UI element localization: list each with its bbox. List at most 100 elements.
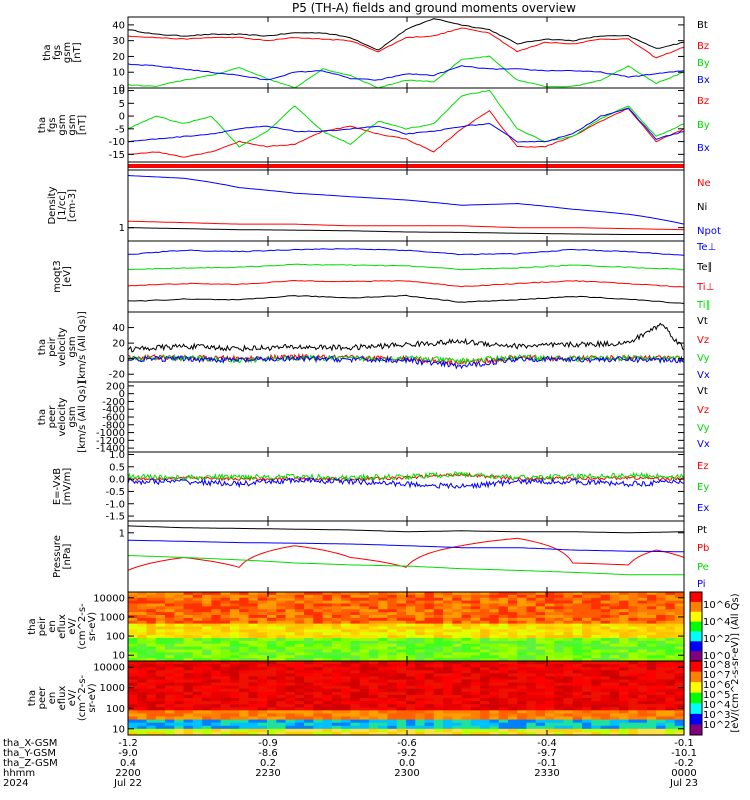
legend-label-By: By <box>697 58 710 69</box>
spectrogram-cell <box>656 594 667 599</box>
spectrogram-cell <box>609 597 620 602</box>
legend-label-Bz: Bz <box>697 41 709 52</box>
spectrogram-cell <box>498 646 509 651</box>
spectrogram-cell <box>646 698 657 702</box>
spectrogram-cell <box>294 673 305 678</box>
spectrogram-cell <box>582 594 592 599</box>
spectrogram-cell <box>368 698 379 702</box>
spectrogram-cell <box>498 623 509 628</box>
spectrogram-cell <box>322 658 333 662</box>
spectrogram-cell <box>452 731 463 736</box>
spectrogram-cell <box>507 725 518 730</box>
spectrogram-cell <box>378 701 389 705</box>
spectrogram-cell <box>331 612 342 616</box>
spectrogram-cell <box>526 658 537 662</box>
spectrogram-cell <box>674 731 685 736</box>
spectrogram-cell <box>470 640 481 645</box>
spectrogram-cell <box>609 728 620 733</box>
spectrogram-cell <box>341 664 351 668</box>
spectrogram-cell <box>257 701 268 705</box>
spectrogram-cell <box>341 594 351 599</box>
y-tick-label: 10 <box>112 724 125 735</box>
spectrogram-cell <box>628 635 639 639</box>
spectrogram-cell <box>545 638 555 642</box>
spectrogram-cell <box>517 606 528 610</box>
series-line-pressure-Pi <box>127 539 685 553</box>
spectrogram-cell <box>229 707 240 711</box>
spectrogram-cell <box>572 713 583 718</box>
spectrogram-cell <box>535 704 546 708</box>
spectrogram-cell <box>591 728 602 733</box>
spectrogram-cell <box>229 643 240 648</box>
spectrogram-cell <box>461 710 472 715</box>
spectrogram-cell <box>554 722 565 727</box>
spectrogram-cell <box>155 594 166 599</box>
spectrogram-cell <box>452 623 463 628</box>
spectrogram-cell <box>480 597 490 602</box>
spectrogram-cell <box>517 710 528 715</box>
spectrogram-cell <box>146 646 157 651</box>
spectrogram-cell <box>424 682 435 687</box>
spectrogram-cell <box>387 626 398 630</box>
spectrogram-cell <box>396 640 407 645</box>
x-tick-label: -8.6 <box>258 748 278 759</box>
spectrogram-cell <box>489 609 500 613</box>
spectrogram-cell <box>480 655 490 659</box>
spectrogram-cell <box>535 664 546 668</box>
spectrogram-cell <box>165 606 175 610</box>
spectrogram-cell <box>211 658 222 662</box>
spectrogram-cell <box>248 716 259 721</box>
spectrogram-cell <box>220 676 231 681</box>
spectrogram-cell <box>563 679 574 684</box>
spectrogram-cell <box>183 606 194 610</box>
spectrogram-cell <box>248 685 259 690</box>
spectrogram-cell <box>165 609 175 613</box>
spectrogram-cell <box>489 719 500 724</box>
colorbars: 10^610^410^210^010^810^710^610^510^410^3… <box>689 591 741 736</box>
spectrogram-cell <box>535 649 546 653</box>
y-tick-label: -5 <box>115 124 125 135</box>
spectrogram-cell <box>554 670 565 674</box>
spectrogram-cell <box>656 731 667 736</box>
spectrogram-cell <box>239 617 250 622</box>
spectrogram-cell <box>646 623 657 628</box>
spectrogram-cell <box>155 728 166 733</box>
spectrogram-cell <box>165 670 175 674</box>
spectrogram-cell <box>368 609 379 613</box>
spectrogram-cell <box>202 597 212 602</box>
spectrogram-cell <box>165 725 175 730</box>
spectrogram-cell <box>220 632 231 636</box>
spectrogram-cell <box>443 612 453 616</box>
spectrogram-cell <box>443 649 453 653</box>
spectrogram-cell <box>600 620 611 625</box>
spectrogram-cell <box>563 667 574 671</box>
spectrogram-cell <box>526 609 537 613</box>
spectrogram-cell <box>257 731 268 736</box>
spectrogram-cell <box>229 612 240 616</box>
spectrogram-cell <box>128 655 138 659</box>
spectrogram-cell <box>582 649 592 653</box>
spectrogram-cell <box>257 658 268 662</box>
spectrogram-cell <box>498 655 509 659</box>
spectrogram-cell <box>591 688 602 693</box>
spectrogram-cell <box>433 688 444 693</box>
spectrogram-cell <box>591 707 602 711</box>
spectrogram-cell <box>137 698 148 702</box>
spectrogram-cell <box>424 716 435 721</box>
spectrogram-cell <box>322 632 333 636</box>
spectrogram-cell <box>572 632 583 636</box>
spectrogram-cell <box>359 719 370 724</box>
spectrogram-cell <box>359 638 370 642</box>
spectrogram-cell <box>526 623 537 628</box>
spectrogram-cell <box>609 725 620 730</box>
spectrogram-cell <box>183 655 194 659</box>
spectrogram-cell <box>637 716 648 721</box>
spectrogram-cell <box>470 623 481 628</box>
spectrogram-cell <box>554 673 565 678</box>
spectrogram-cell <box>285 615 296 619</box>
spectrogram-cell <box>304 609 314 613</box>
spectrogram-cell <box>341 682 351 687</box>
spectrogram-cell <box>313 701 324 705</box>
spectrogram-cell <box>313 691 324 696</box>
